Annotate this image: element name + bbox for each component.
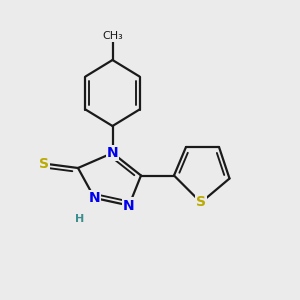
Text: S: S bbox=[196, 196, 206, 209]
Text: H: H bbox=[75, 214, 84, 224]
Text: CH₃: CH₃ bbox=[102, 31, 123, 41]
Text: N: N bbox=[89, 191, 100, 205]
Text: N: N bbox=[107, 146, 118, 160]
Text: S: S bbox=[38, 157, 49, 170]
Text: N: N bbox=[123, 199, 135, 212]
